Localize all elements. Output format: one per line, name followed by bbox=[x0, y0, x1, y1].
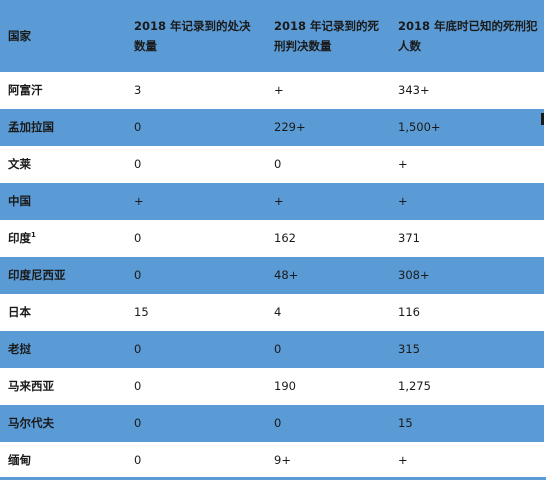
cell-sentences: + bbox=[274, 83, 284, 98]
cell-sentences: 190 bbox=[274, 379, 296, 394]
cell-death-row: 116 bbox=[398, 305, 420, 320]
table-row: 马尔代夫 0 0 15 bbox=[0, 405, 544, 442]
country-name: 日本 bbox=[8, 305, 31, 320]
cell-executions: 0 bbox=[134, 120, 142, 135]
table-row: 日本 15 4 116 bbox=[0, 294, 544, 331]
country-name: 文莱 bbox=[8, 157, 31, 172]
table-bottom-band bbox=[0, 477, 546, 480]
cell-sentences: 162 bbox=[274, 231, 296, 246]
table-header-row: 国家 2018 年记录到的处决数量 2018 年记录到的死刑判决数量 2018 … bbox=[0, 0, 544, 72]
header-country: 国家 bbox=[8, 28, 31, 43]
cell-executions: 0 bbox=[134, 268, 142, 283]
cell-country: 中国 bbox=[0, 191, 126, 211]
cell-death-row: + bbox=[398, 157, 408, 172]
cell-executions: 0 bbox=[134, 231, 142, 246]
country-name: 印度尼西亚 bbox=[8, 268, 66, 283]
cell-executions: 0 bbox=[134, 453, 142, 468]
cell-country: 印度1 bbox=[0, 228, 126, 248]
cell-sentences: 229+ bbox=[274, 120, 306, 135]
table-body: 阿富汗 3 +343+ 孟加拉国 0 229+ 1,500+ 文莱 0 0 + 中国 + + + 印度1 0 16… bbox=[0, 72, 544, 479]
cell-country: 日本 bbox=[0, 302, 126, 322]
cell-death-row: 315 bbox=[398, 342, 420, 357]
cell-executions: 0 bbox=[134, 342, 142, 357]
table-row: 马来西亚 0 190 1,275 bbox=[0, 368, 544, 405]
country-name: 老挝 bbox=[8, 342, 31, 357]
table-row: 印度尼西亚 0 48+ 308+ bbox=[0, 257, 544, 294]
header-executions: 2018 年记录到的处决数量 bbox=[134, 18, 251, 53]
cell-sentences: 0 bbox=[274, 157, 282, 172]
footnote-marker: 1 bbox=[31, 231, 36, 240]
cell-executions: + bbox=[134, 194, 144, 209]
cell-country: 老挝 bbox=[0, 339, 126, 359]
cell-death-row: + bbox=[398, 194, 408, 209]
cell-executions: 15 bbox=[134, 305, 149, 320]
country-name: 中国 bbox=[8, 194, 31, 209]
cell-country: 阿富汗 bbox=[0, 80, 126, 100]
cell-executions: 3 bbox=[134, 83, 142, 98]
header-death-row: 2018 年底时已知的死刑犯人数 bbox=[398, 18, 538, 53]
cell-executions: 0 bbox=[134, 416, 142, 431]
table-row: 印度1 0 162 371 bbox=[0, 220, 544, 257]
cell-country: 印度尼西亚 bbox=[0, 265, 126, 285]
cell-death-row: 343+ bbox=[398, 83, 430, 98]
cell-death-row: 371 bbox=[398, 231, 420, 246]
table-row: 中国 + + + bbox=[0, 183, 544, 220]
cell-death-row: 1,275 bbox=[398, 379, 431, 394]
cell-death-row: 1,500+ bbox=[398, 120, 441, 135]
table-row: 缅甸 0 9+ + bbox=[0, 442, 544, 479]
cell-death-row: + bbox=[398, 453, 408, 468]
cell-sentences: 4 bbox=[274, 305, 282, 320]
cell-executions: 0 bbox=[134, 157, 142, 172]
country-name: 马来西亚 bbox=[8, 379, 54, 394]
cell-sentences: 9+ bbox=[274, 453, 291, 468]
cell-executions: 0 bbox=[134, 379, 142, 394]
country-name: 孟加拉国 bbox=[8, 120, 54, 135]
cell-country: 文莱 bbox=[0, 154, 126, 174]
table-row: 阿富汗 3 +343+ bbox=[0, 72, 544, 109]
cell-country: 孟加拉国 bbox=[0, 117, 126, 137]
cell-sentences: 0 bbox=[274, 416, 282, 431]
country-name: 缅甸 bbox=[8, 453, 31, 468]
header-sentences: 2018 年记录到的死刑判决数量 bbox=[274, 18, 380, 53]
cell-country: 马尔代夫 bbox=[0, 413, 126, 433]
table-row: 文莱 0 0 + bbox=[0, 146, 544, 183]
cell-country: 缅甸 bbox=[0, 450, 126, 470]
cell-death-row: 15 bbox=[398, 416, 413, 431]
country-name: 马尔代夫 bbox=[8, 416, 54, 431]
cell-sentences: 0 bbox=[274, 342, 282, 357]
country-name: 阿富汗 bbox=[8, 83, 43, 98]
table-row: 孟加拉国 0 229+ 1,500+ bbox=[0, 109, 544, 146]
cell-country: 马来西亚 bbox=[0, 376, 126, 396]
cell-death-row: 308+ bbox=[398, 268, 430, 283]
table-row: 老挝 0 0 315 bbox=[0, 331, 544, 368]
text-cursor-mark bbox=[541, 113, 544, 125]
cell-sentences: 48+ bbox=[274, 268, 299, 283]
cell-sentences: + bbox=[274, 194, 284, 209]
country-name: 印度 bbox=[8, 231, 31, 246]
